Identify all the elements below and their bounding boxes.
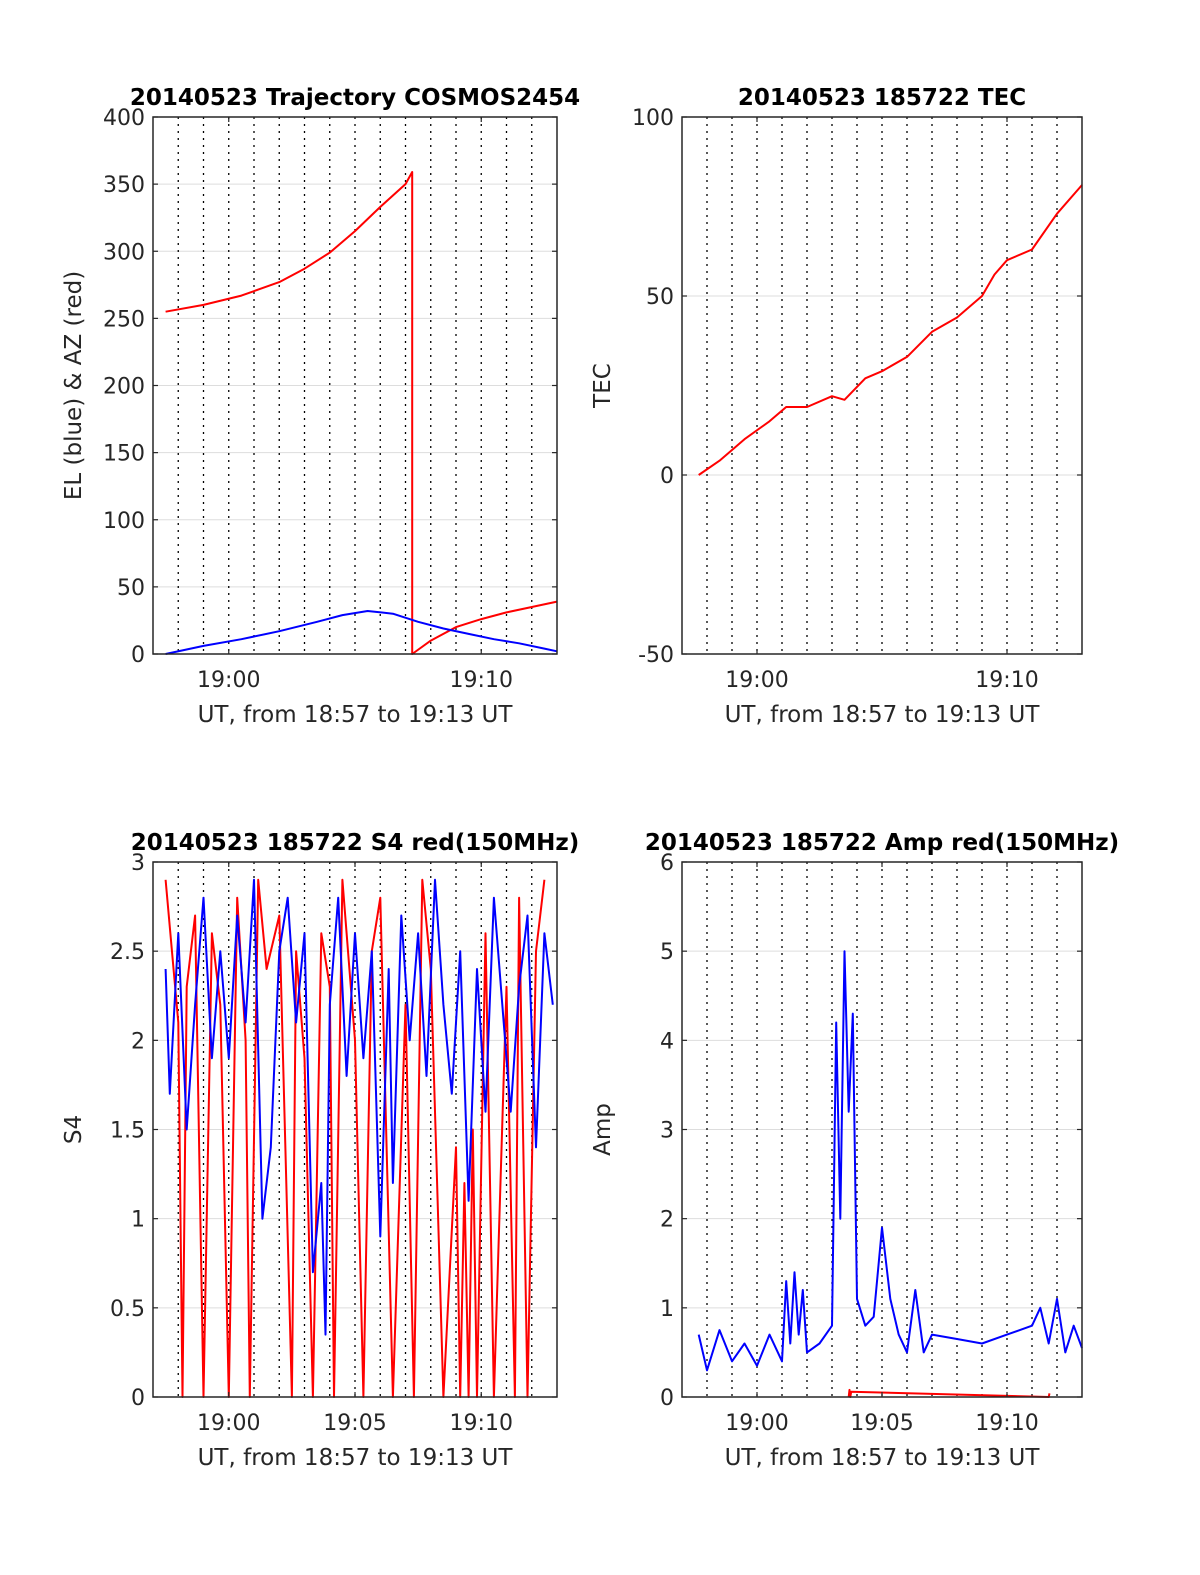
axes-frame bbox=[681, 116, 1083, 655]
series-line-0 bbox=[164, 878, 546, 1398]
x-tick-label: 19:10 bbox=[975, 668, 1038, 693]
x-tick-label: 19:05 bbox=[850, 1411, 913, 1436]
y-tick-label: 100 bbox=[632, 106, 674, 131]
series-line-1 bbox=[165, 610, 558, 655]
y-tick-label: 150 bbox=[103, 442, 145, 467]
series-line-0 bbox=[165, 171, 558, 655]
y-tick-label: 0 bbox=[660, 1386, 674, 1411]
chart-panel-tec: -50 0 50 100 19:00 19:10 20140523 185722 TEC UT… bbox=[590, 85, 1083, 728]
y-tick-label: 300 bbox=[103, 240, 145, 265]
y-tick-label: 0 bbox=[131, 1386, 145, 1411]
chart-title: 20140523 Trajectory COSMOS2454 bbox=[130, 85, 580, 111]
y-tick-label: 50 bbox=[117, 576, 145, 601]
y-tick-label: 2.5 bbox=[110, 940, 145, 965]
x-axis-label: UT, from 18:57 to 19:13 UT bbox=[198, 702, 514, 728]
x-tick-label: 19:10 bbox=[450, 1411, 513, 1436]
y-tick-label: 6 bbox=[660, 851, 674, 876]
y-axis-label: S4 bbox=[61, 1115, 87, 1144]
x-tick-label: 19:05 bbox=[323, 1411, 386, 1436]
x-axis-label: UT, from 18:57 to 19:13 UT bbox=[198, 1445, 514, 1471]
x-axis-label: UT, from 18:57 to 19:13 UT bbox=[725, 1445, 1041, 1471]
y-tick-label: 5 bbox=[660, 940, 674, 965]
y-tick-label: 3 bbox=[660, 1119, 674, 1144]
x-tick-label: 19:00 bbox=[725, 668, 788, 693]
x-tick-label: 19:10 bbox=[975, 1411, 1038, 1436]
y-tick-label: 3 bbox=[131, 851, 145, 876]
y-tick-label: 200 bbox=[103, 375, 145, 400]
y-tick-label: 1 bbox=[131, 1208, 145, 1233]
chart-title: 20140523 185722 Amp red(150MHz) bbox=[645, 830, 1119, 856]
chart-panel-trajectory: 0 50 100 150 200 250 300 350 400 19:00 19:10 201405… bbox=[61, 85, 580, 728]
y-tick-label: 400 bbox=[103, 106, 145, 131]
chart-title: 20140523 185722 S4 red(150MHz) bbox=[131, 830, 580, 856]
y-axis-label: Amp bbox=[590, 1103, 616, 1156]
y-tick-label: 2 bbox=[660, 1208, 674, 1233]
chart-panel-amp: 0 1 2 3 4 5 6 19:00 19:05 19:10 20140523 185722 Am… bbox=[590, 830, 1119, 1471]
y-tick-label: -50 bbox=[638, 643, 674, 668]
chart-panel-s4: 0 0.5 1 1.5 2 2.5 3 19:00 19:05 19:10 20140523 185… bbox=[61, 830, 579, 1471]
y-tick-label: 0 bbox=[660, 464, 674, 489]
y-tick-label: 250 bbox=[103, 307, 145, 332]
series-line-1 bbox=[164, 878, 554, 1336]
x-axis-label: UT, from 18:57 to 19:13 UT bbox=[725, 702, 1041, 728]
chart-title: 20140523 185722 TEC bbox=[738, 85, 1026, 111]
y-tick-label: 0.5 bbox=[110, 1297, 145, 1322]
x-tick-label: 19:00 bbox=[197, 1411, 260, 1436]
y-tick-label: 350 bbox=[103, 173, 145, 198]
series-line-1 bbox=[697, 950, 1083, 1372]
x-tick-label: 19:10 bbox=[450, 668, 513, 693]
y-tick-label: 0 bbox=[131, 643, 145, 668]
y-tick-label: 100 bbox=[103, 509, 145, 534]
x-tick-label: 19:00 bbox=[197, 668, 260, 693]
y-tick-label: 4 bbox=[660, 1029, 674, 1054]
plot-area bbox=[682, 117, 1082, 654]
x-tick-label: 19:00 bbox=[725, 1411, 788, 1436]
y-tick-label: 1.5 bbox=[110, 1119, 145, 1144]
y-axis-label: EL (blue) & AZ (red) bbox=[61, 271, 87, 500]
y-tick-label: 2 bbox=[131, 1029, 145, 1054]
y-tick-label: 50 bbox=[646, 285, 674, 310]
y-tick-label: 1 bbox=[660, 1297, 674, 1322]
y-axis-label: TEC bbox=[590, 363, 616, 409]
series-line-0 bbox=[698, 184, 1083, 476]
